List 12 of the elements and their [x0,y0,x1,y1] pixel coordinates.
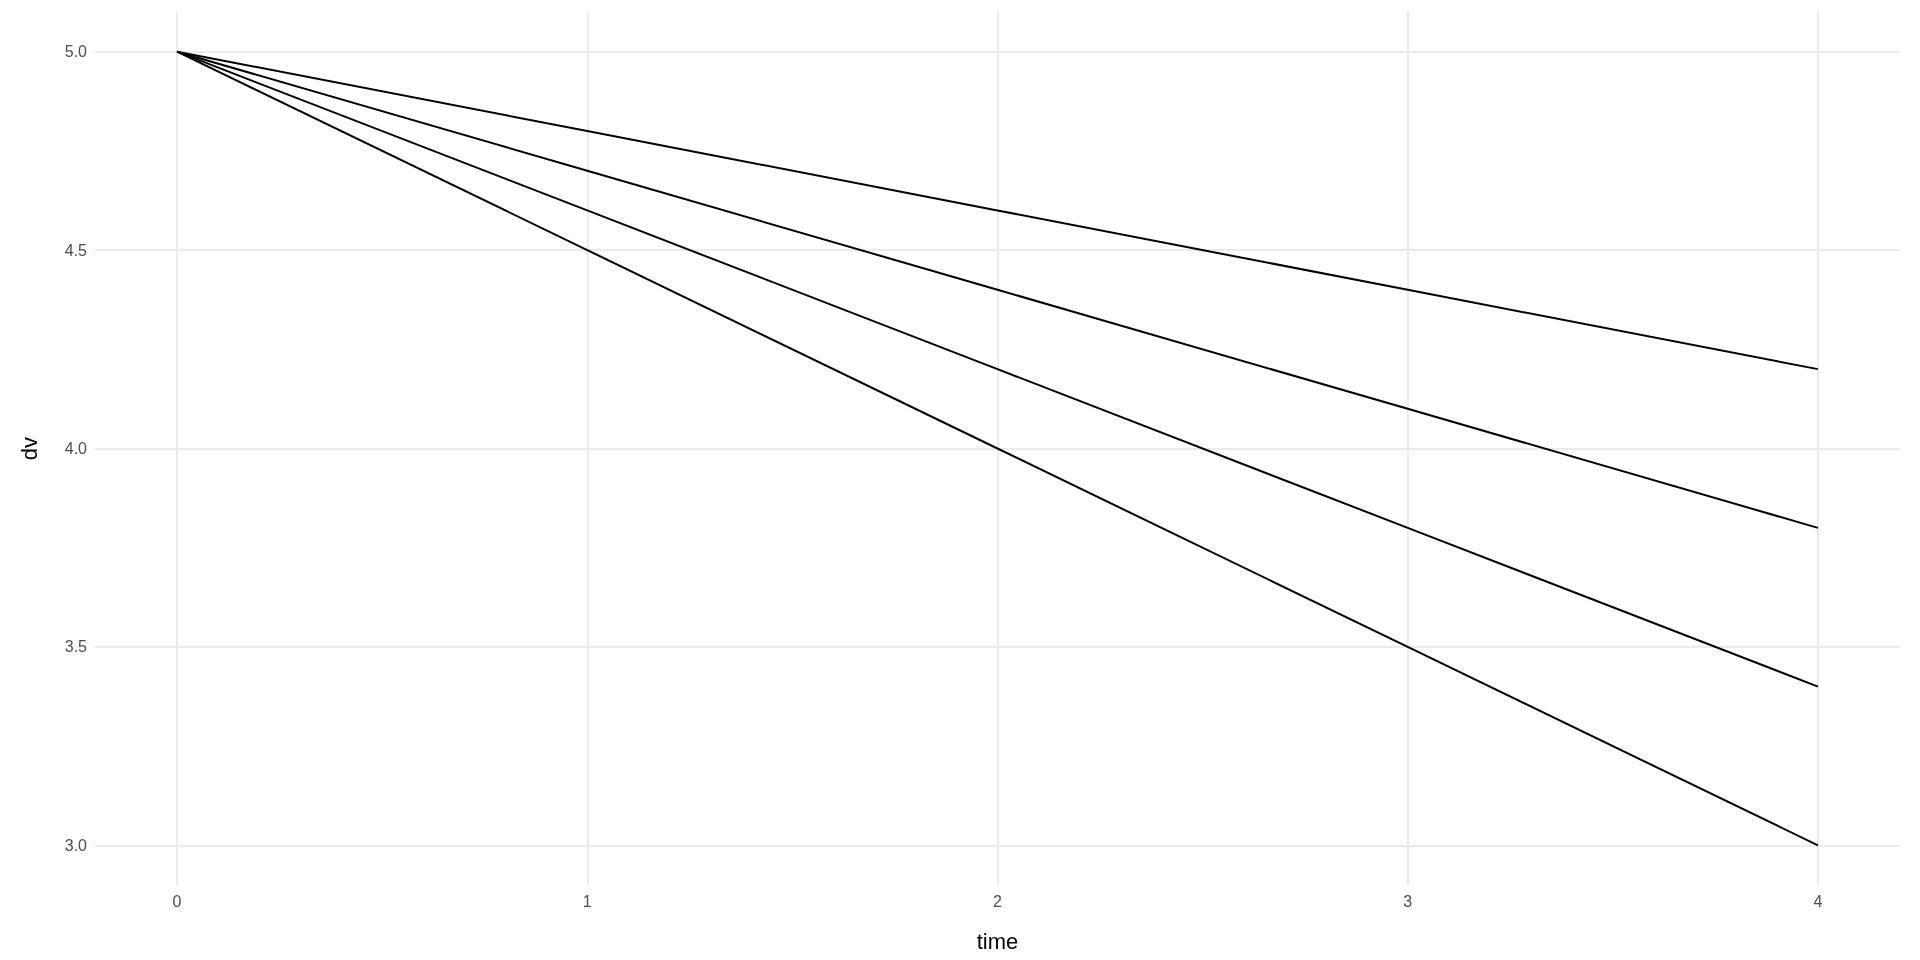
x-axis-title: time [976,928,1019,954]
x-tick-label: 4 [1813,892,1823,910]
y-axis-title: dv [16,436,42,461]
x-tick-label: 0 [172,892,182,910]
y-tick-label: 5.0 [64,43,88,61]
y-tick-label: 3.5 [64,638,88,656]
x-tick-label: 1 [582,892,592,910]
y-tick-label: 4.5 [64,241,88,259]
x-tick-label: 3 [1403,892,1413,910]
y-tick-label: 3.0 [64,836,88,854]
x-tick-label: 2 [993,892,1003,910]
y-tick-label: 4.0 [64,440,88,457]
